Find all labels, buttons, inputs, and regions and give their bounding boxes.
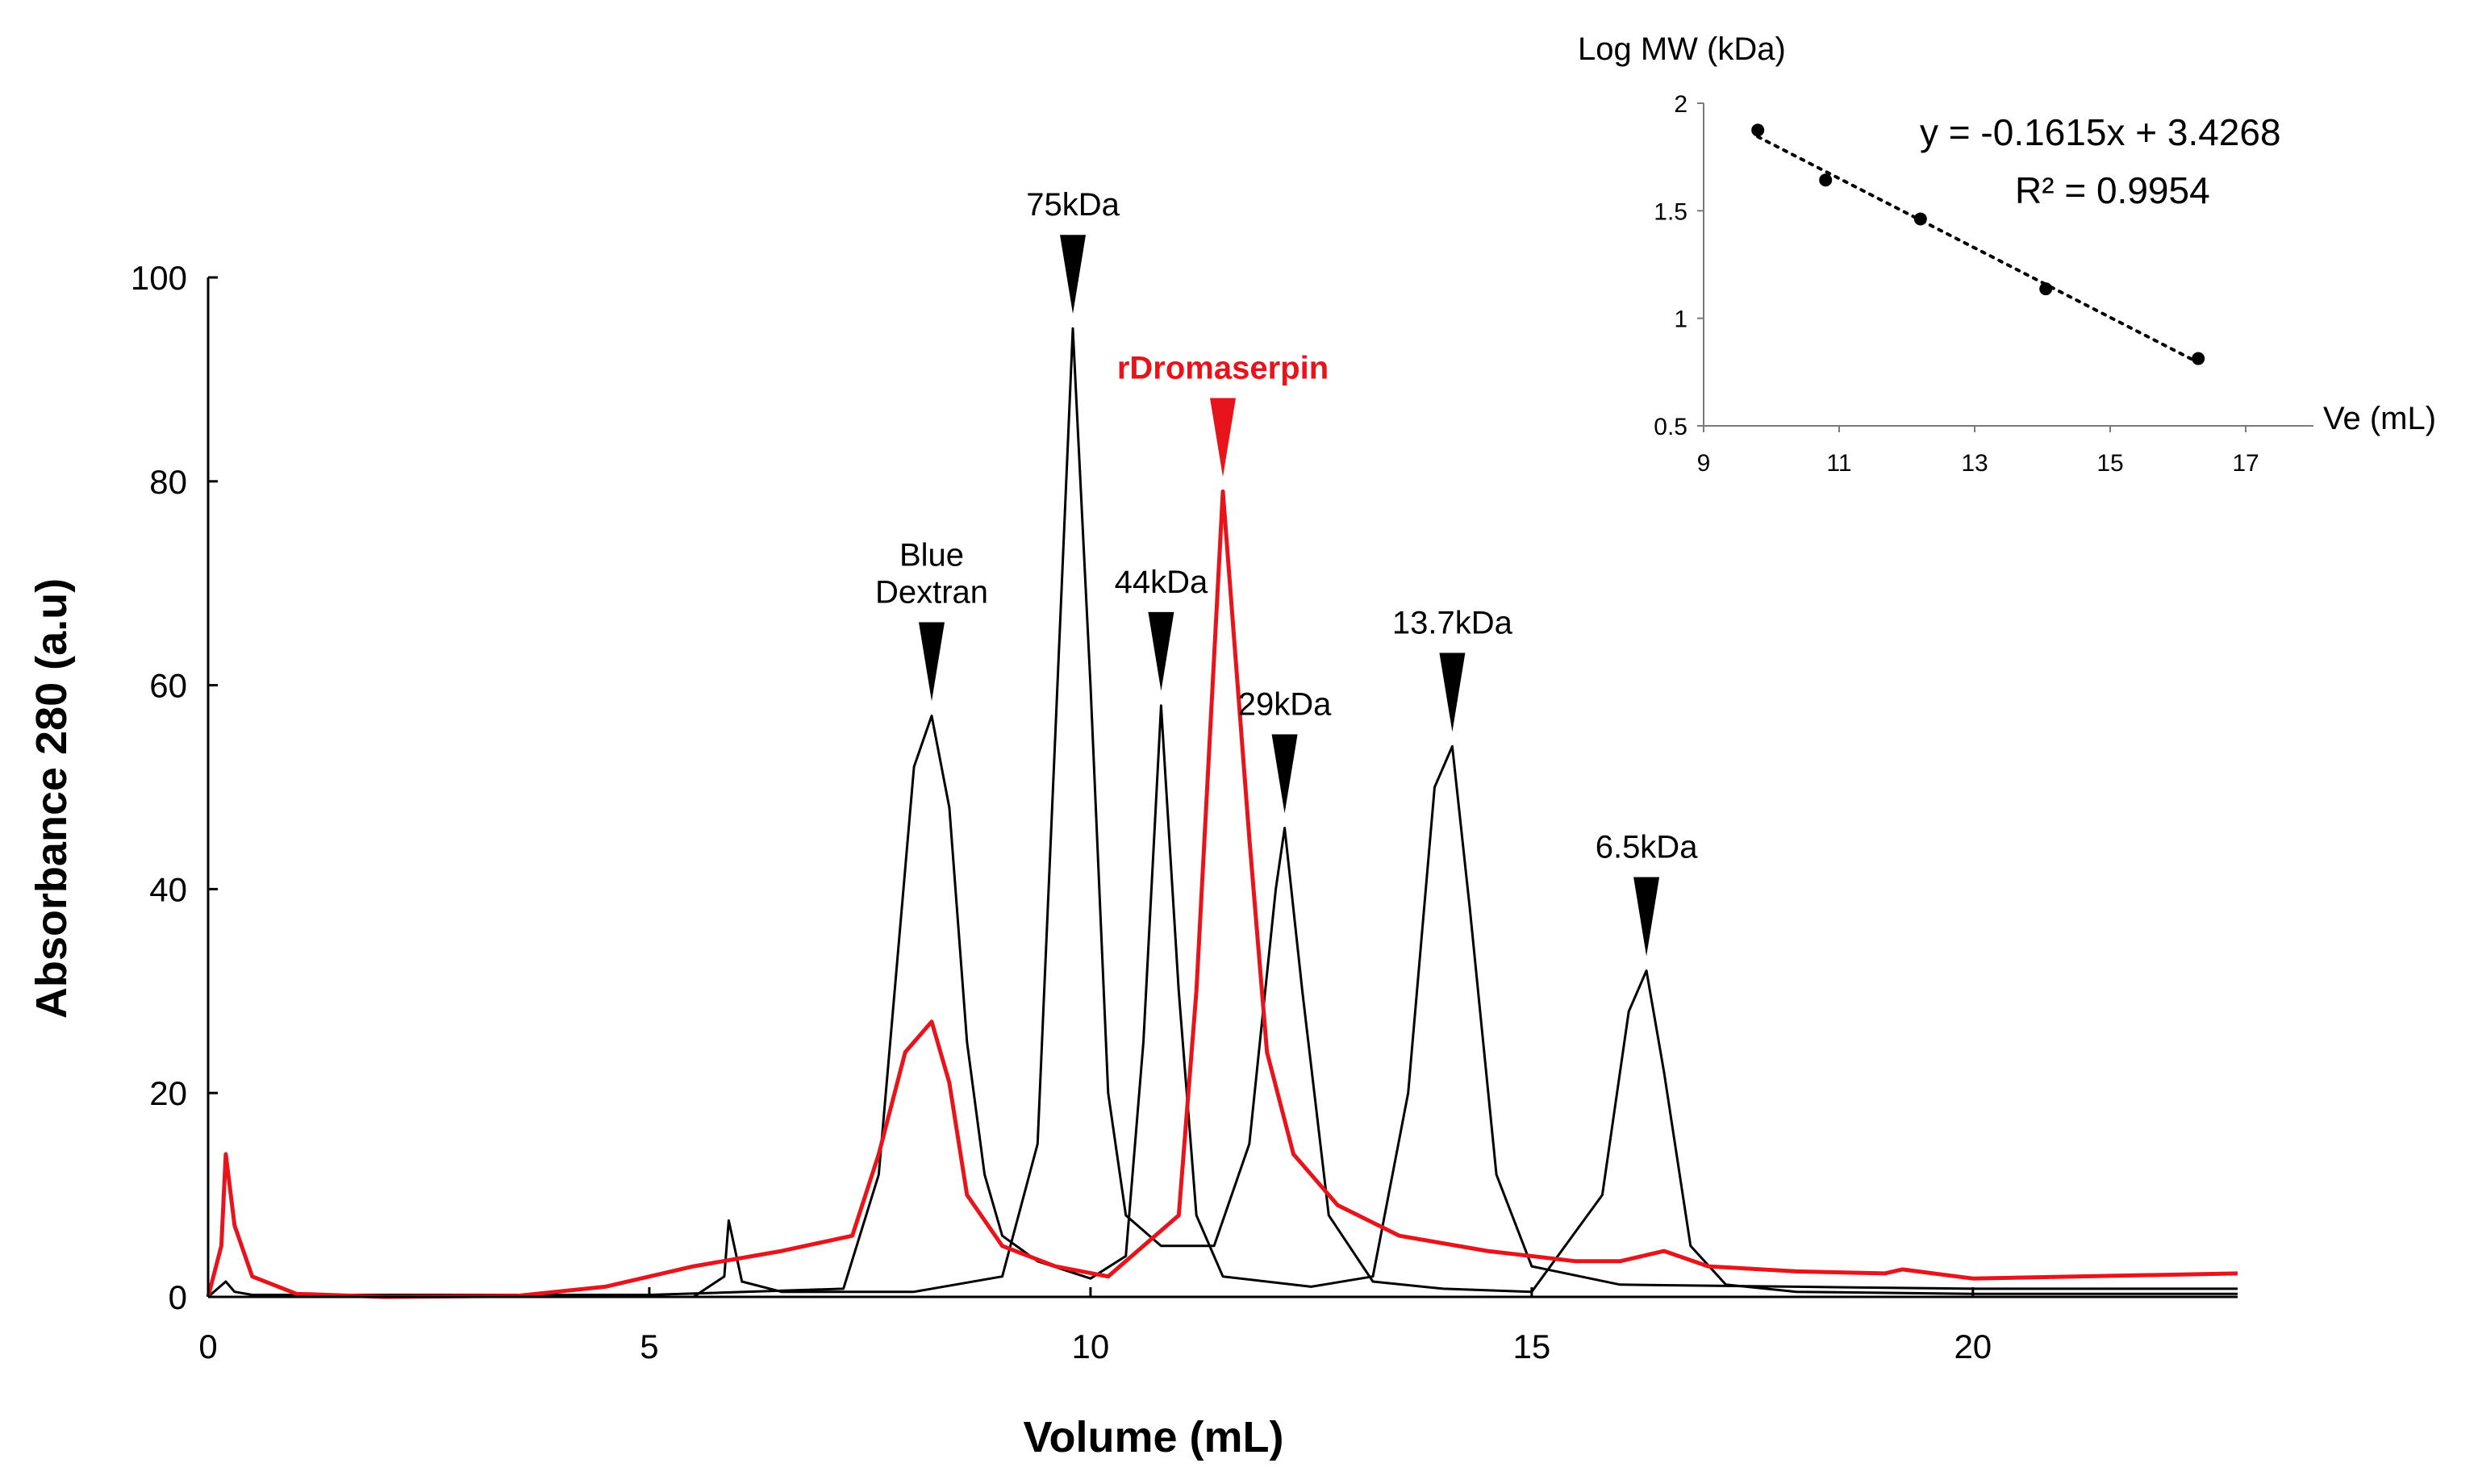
inset-x-tick-label: 15 xyxy=(2096,450,2123,477)
peak-arrow xyxy=(1210,398,1236,477)
x-axis-title: Volume (mL) xyxy=(1024,1413,1284,1461)
peak-label: rDromaserpin xyxy=(1117,350,1329,386)
peak-label: 13.7kDa xyxy=(1392,605,1513,640)
y-axis-title: Absorbance 280 (a.u) xyxy=(27,578,76,1019)
peak-arrow xyxy=(1633,877,1660,957)
y-tick-label: 20 xyxy=(149,1074,187,1112)
peak-label: 44kDa xyxy=(1115,565,1208,600)
inset-points xyxy=(1751,123,2205,365)
peak-marker: 29kDa xyxy=(1238,687,1332,814)
regression-equation: y = -0.1615x + 3.4268 xyxy=(1920,111,2281,153)
inset-data-point xyxy=(2039,282,2053,296)
peak-marker: 75kDa xyxy=(1026,187,1120,315)
peak-marker: 44kDa xyxy=(1115,565,1208,691)
inset-x-axis-title: Ve (mL) xyxy=(2323,401,2436,436)
peak-arrow xyxy=(1271,734,1298,814)
inset-x-tick-label: 17 xyxy=(2232,450,2259,477)
x-tick-label: 5 xyxy=(640,1328,658,1365)
r-squared-value: R² = 0.9954 xyxy=(2015,169,2210,211)
peak-arrow xyxy=(1060,235,1087,315)
inset-y-tick-label: 1 xyxy=(1674,306,1687,333)
peak-marker: 13.7kDa xyxy=(1392,605,1513,732)
peak-label: 75kDa xyxy=(1026,187,1120,223)
inset-y-tick-label: 1.5 xyxy=(1654,198,1687,225)
inset-data-point xyxy=(1819,173,1833,187)
x-tick-label: 20 xyxy=(1954,1328,1992,1365)
inset-y-tick-label: 2 xyxy=(1674,91,1687,118)
x-tick-label: 10 xyxy=(1072,1328,1110,1365)
x-tick-label: 15 xyxy=(1513,1328,1551,1365)
trace-standard-2 xyxy=(208,327,2238,1298)
inset-data-point xyxy=(1913,212,1927,226)
main-axes: 0 20 40 60 80 100 0 5 10 15 20 xyxy=(131,259,2238,1365)
y-tick-label: 80 xyxy=(149,463,187,501)
trace-rdromaserpin xyxy=(206,489,2238,1299)
inset-x-tick-label: 11 xyxy=(1826,450,1851,477)
inset-axes: 0.5 1 1.5 2 9 11 13 15 17 xyxy=(1654,91,2313,477)
inset-data-point xyxy=(1751,123,1765,137)
trace-standard-1 xyxy=(207,704,2238,1298)
peak-label: Dextran xyxy=(875,575,988,611)
inset-data-point xyxy=(2192,352,2205,365)
peak-label: 6.5kDa xyxy=(1596,830,1698,865)
y-tick-label: 60 xyxy=(149,667,187,705)
inset-x-tick-label: 9 xyxy=(1697,450,1711,477)
inset-y-tick-label: 0.5 xyxy=(1654,414,1687,440)
y-tick-label: 0 xyxy=(169,1278,187,1316)
y-tick-label: 40 xyxy=(149,870,187,908)
y-tick-label: 100 xyxy=(131,259,187,297)
peak-arrow xyxy=(1439,652,1466,732)
peak-marker: 6.5kDa xyxy=(1596,830,1698,957)
inset-y-axis-title: Log MW (kDa) xyxy=(1578,31,1786,67)
peak-label: Blue xyxy=(899,538,964,573)
peak-label: 29kDa xyxy=(1238,687,1332,723)
inset-x-tick-label: 13 xyxy=(1961,450,1988,477)
peak-arrow xyxy=(919,622,945,702)
x-tick-label: 0 xyxy=(198,1328,217,1365)
peak-marker: rDromaserpin xyxy=(1117,350,1329,477)
calibration-inset: 0.5 1 1.5 2 9 11 13 15 17 Log MW (kDa) Ve (mL) y… xyxy=(1578,31,2436,477)
peak-arrow xyxy=(1148,611,1174,691)
